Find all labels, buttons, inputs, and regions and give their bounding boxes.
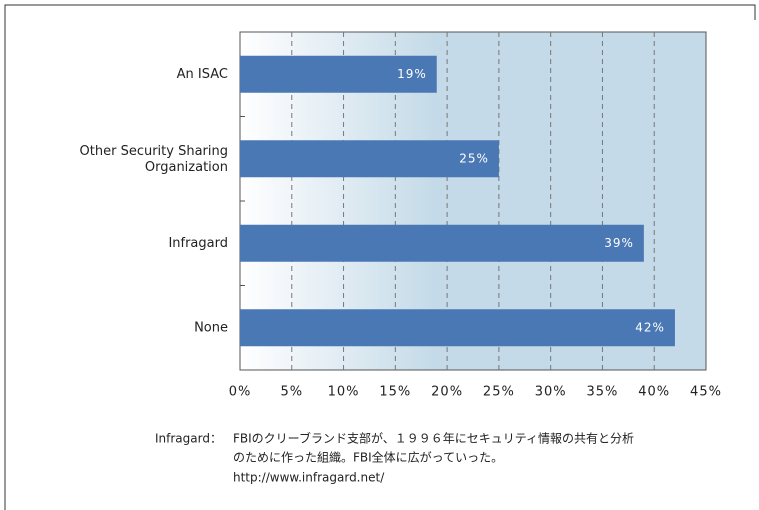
x-tick-label: 30%: [535, 385, 567, 400]
y-tick-label: Infragard: [168, 236, 228, 251]
y-tick-label-line: Organization: [145, 159, 228, 174]
bar: [240, 224, 644, 262]
x-tick-label: 20%: [431, 385, 463, 400]
y-tick-label: An ISAC: [177, 67, 228, 82]
x-tick-label: 15%: [379, 385, 411, 400]
bar: [240, 309, 675, 347]
x-tick-label: 10%: [328, 385, 360, 400]
value-label: 19%: [397, 67, 427, 81]
note-line: http://www.infragard.net/: [233, 471, 385, 485]
note-line: のために作った組織。FBI全体に広がっていった。: [233, 450, 503, 465]
note-line: FBIのクリーブランド支部が、１９９６年にセキュリティ情報の共有と分析: [233, 431, 634, 446]
x-tick-label: 45%: [690, 385, 722, 400]
x-tick-label: 25%: [483, 385, 515, 400]
frame: [4, 4, 756, 510]
x-tick-label: 40%: [638, 385, 670, 400]
bar: [240, 140, 499, 178]
note-label: Infragard：: [155, 432, 222, 446]
y-tick-label: Other Security Sharing Organization: [80, 143, 228, 174]
y-tick-label-line: Other Security Sharing: [80, 143, 228, 158]
y-tick-label: None: [194, 320, 228, 335]
x-tick-label: 35%: [586, 385, 618, 400]
bar: [240, 55, 437, 93]
value-label: 39%: [604, 236, 634, 250]
x-tick-label: 0%: [229, 385, 252, 400]
value-label: 42%: [635, 320, 665, 334]
x-tick-label: 5%: [280, 385, 303, 400]
value-label: 25%: [459, 151, 489, 165]
